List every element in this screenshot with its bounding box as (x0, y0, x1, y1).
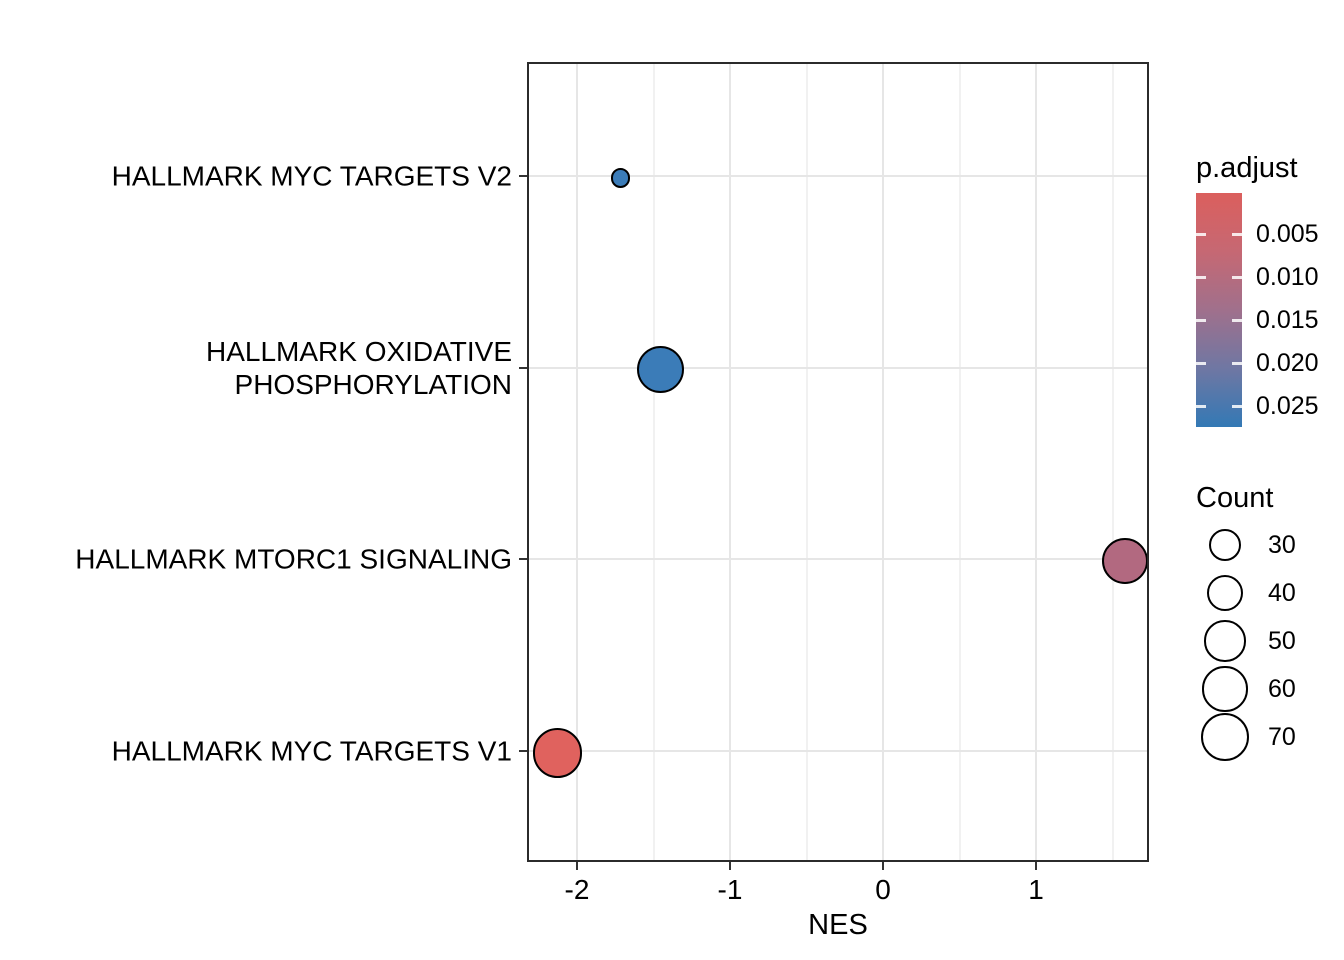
size-legend-circle (1202, 666, 1248, 712)
gridline-major-horizontal (529, 558, 1147, 561)
data-point-hallmark-oxidative-phosphorylation (636, 346, 684, 394)
y-axis-category-label: HALLMARK OXIDATIVE PHOSPHORYLATION (205, 335, 512, 400)
colorbar-tick-mark (1196, 275, 1206, 279)
colorbar-tick-label: 0.020 (1256, 349, 1319, 378)
x-axis-tick-label: -2 (564, 874, 590, 905)
colorbar-tick-mark (1196, 361, 1206, 365)
colorbar-tick-mark (1232, 404, 1242, 408)
plot-panel (527, 62, 1149, 862)
colorbar-tick-mark (1196, 404, 1206, 408)
gridline-major-vertical (729, 64, 731, 860)
data-point-hallmark-myc-targets-v1 (532, 728, 583, 778)
size-legend-circle (1206, 574, 1244, 612)
padjust-colorbar (1196, 193, 1242, 427)
gridline-minor-vertical (1111, 64, 1114, 860)
x-axis-title: NES (808, 909, 868, 941)
size-legend-label: 60 (1268, 675, 1296, 703)
data-point-hallmark-myc-targets-v2 (610, 168, 630, 188)
x-axis-tick (729, 862, 731, 870)
x-axis-tick-label: 0 (875, 874, 891, 905)
size-legend-label: 30 (1268, 531, 1296, 559)
colorbar-tick-mark (1232, 275, 1242, 279)
color-legend-title: p.adjust (1196, 152, 1298, 184)
colorbar-tick-mark (1196, 318, 1206, 322)
gridline-minor-vertical (652, 64, 655, 860)
y-axis-category-label: HALLMARK MTORC1 SIGNALING (75, 543, 512, 575)
size-legend-label: 50 (1268, 627, 1296, 655)
colorbar-tick-mark (1232, 361, 1242, 365)
x-axis-tick (1035, 862, 1037, 870)
colorbar-tick-label: 0.025 (1256, 392, 1319, 421)
size-legend-circle (1200, 712, 1250, 762)
gridline-minor-vertical (805, 64, 808, 860)
size-legend-label: 40 (1268, 579, 1296, 607)
y-axis-tick (519, 366, 527, 369)
x-axis-tick-label: -1 (717, 874, 743, 905)
gridline-major-vertical (882, 64, 884, 860)
size-legend-circle (1204, 620, 1246, 662)
gridline-major-horizontal (529, 750, 1147, 752)
y-axis-tick (519, 750, 527, 752)
y-axis-category-label: HALLMARK MYC TARGETS V1 (111, 735, 512, 767)
gridline-major-horizontal (529, 175, 1147, 177)
colorbar-tick-mark (1232, 318, 1242, 322)
gridline-major-vertical (576, 64, 578, 860)
gridline-major-vertical (1035, 64, 1037, 860)
colorbar-tick-mark (1196, 232, 1206, 236)
size-legend-circle (1209, 529, 1241, 561)
gridline-minor-vertical (958, 64, 961, 860)
x-axis-tick (576, 862, 578, 870)
colorbar-tick-label: 0.015 (1256, 306, 1319, 335)
y-axis-category-label: HALLMARK MYC TARGETS V2 (111, 160, 512, 192)
x-axis-tick-label: 1 (1028, 874, 1044, 905)
y-axis-tick (519, 175, 527, 177)
size-legend-label: 70 (1268, 723, 1296, 751)
gridline-major-horizontal (529, 366, 1147, 369)
x-axis-tick (882, 862, 884, 870)
colorbar-tick-label: 0.010 (1256, 263, 1319, 292)
y-axis-tick (519, 558, 527, 561)
colorbar-tick-label: 0.005 (1256, 220, 1319, 249)
data-point-hallmark-mtorc1-signaling (1102, 538, 1147, 585)
colorbar-tick-mark (1232, 232, 1242, 236)
size-legend-title: Count (1196, 482, 1274, 514)
